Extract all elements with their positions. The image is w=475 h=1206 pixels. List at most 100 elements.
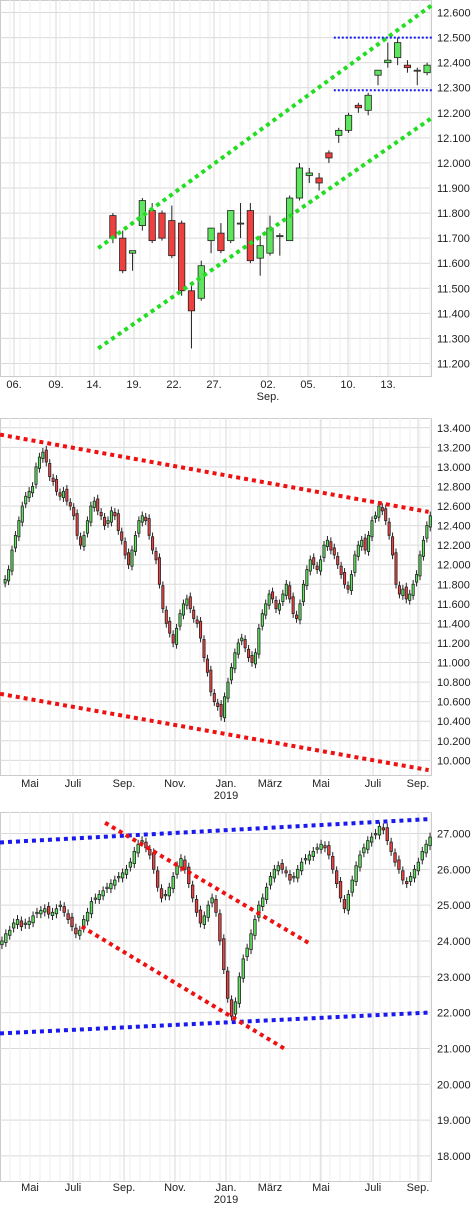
second-index-chart: 18.000 19.000 20.000 21.000 22.000 23.000 24.0… [0, 812, 471, 1206]
y-tick-label: 11.800 [437, 579, 470, 591]
y-tick-label: 12.800 [437, 481, 471, 493]
candle-body [305, 569, 309, 587]
y-tick-label: 10.800 [437, 677, 471, 689]
candle-body [397, 859, 401, 870]
candle-body [219, 703, 223, 717]
candle-body [120, 531, 124, 541]
plot-area [0, 812, 432, 1182]
candle-body [124, 868, 129, 875]
candle-body [4, 933, 8, 943]
candle-body [24, 495, 28, 505]
candle-body [331, 856, 335, 870]
y-tick-label: 12.200 [437, 540, 471, 552]
candle-body [241, 958, 245, 979]
candle-body [342, 899, 347, 910]
candle-body [281, 593, 285, 603]
candle-body [132, 851, 136, 865]
candle-body [120, 872, 125, 879]
y-tick-label: 11.600 [437, 258, 470, 270]
candle-body [240, 637, 244, 642]
candle-body [394, 42, 402, 59]
candle-body [389, 841, 393, 852]
candle-body [319, 559, 323, 572]
y-tick-label: 12.500 [437, 33, 471, 45]
candle-body [327, 845, 331, 856]
candle-body [284, 583, 288, 596]
candle-body [286, 197, 294, 242]
candle-body [288, 585, 292, 600]
candle-body [428, 836, 432, 847]
candle-body [106, 520, 110, 524]
candle-body [171, 876, 175, 890]
candle-body [74, 927, 78, 935]
candle-body [27, 490, 31, 499]
candle-body [420, 851, 424, 861]
candle-body [109, 883, 113, 890]
candle-body [96, 498, 100, 512]
y-tick-label: 25.000 [437, 900, 471, 912]
candle-body [403, 64, 412, 69]
candle-body [209, 669, 213, 693]
candle-body [0, 940, 4, 946]
y-tick-label: 23.000 [437, 972, 471, 984]
y-tick-label: 13.400 [437, 423, 471, 435]
candle-body [301, 583, 305, 603]
y-tick-label: 26.000 [437, 864, 471, 876]
candle-body [89, 901, 94, 915]
y-tick-label: 11.200 [437, 358, 470, 370]
candle-body [85, 520, 89, 534]
candle-body [23, 922, 27, 925]
x-tick-label: Sep. [407, 778, 430, 790]
candle-body [381, 827, 386, 831]
y-tick-label: 24.000 [437, 936, 471, 948]
candle-body [356, 544, 360, 557]
y-tick-label: 12.000 [437, 158, 471, 170]
candle-body [416, 861, 421, 872]
candle-body [175, 627, 179, 645]
candle-body [323, 845, 327, 849]
candle-body [346, 585, 350, 590]
candle-body [183, 859, 187, 870]
candle-body [250, 655, 254, 663]
x-tick-label: 10. [340, 379, 355, 391]
candle-body [267, 593, 271, 606]
candle-body [178, 613, 182, 627]
candle-body [202, 915, 206, 925]
y-tick-label: 10.600 [437, 697, 471, 709]
candle-body [253, 919, 257, 936]
candle-body [336, 555, 340, 566]
candle-body [268, 876, 273, 886]
x-tick-label: 02. [260, 379, 275, 391]
candle-body [187, 290, 196, 312]
candle-body [384, 508, 388, 522]
candle-body [65, 488, 69, 502]
candle-body [218, 913, 222, 942]
x-tick-label: Nov. [164, 778, 186, 790]
candle-body [295, 614, 299, 619]
candle-body [75, 513, 79, 536]
candle-body [82, 534, 86, 547]
candle-body [291, 596, 295, 615]
candle-body [179, 858, 183, 868]
candle-body [335, 129, 343, 136]
candle-body [144, 516, 148, 522]
candle-body [373, 515, 377, 519]
candle-body [367, 534, 371, 552]
candle-body [192, 609, 196, 619]
candle-body [280, 863, 284, 870]
y-tick-label: 11.200 [437, 638, 470, 650]
candle-body [62, 906, 66, 913]
candle-body [195, 619, 199, 624]
candle-body [233, 652, 237, 670]
candle-body [46, 906, 51, 915]
x-sublabel: 2019 [214, 790, 238, 802]
candle-body [393, 852, 397, 863]
y-tick-label: 12.300 [437, 83, 471, 95]
candle-body [105, 886, 109, 890]
candle-body [377, 825, 382, 836]
candle-body [311, 851, 315, 857]
candle-body [261, 897, 265, 908]
candle-body [408, 876, 413, 882]
x-tick-label: Mai [21, 1182, 39, 1194]
candle-body [292, 876, 296, 879]
